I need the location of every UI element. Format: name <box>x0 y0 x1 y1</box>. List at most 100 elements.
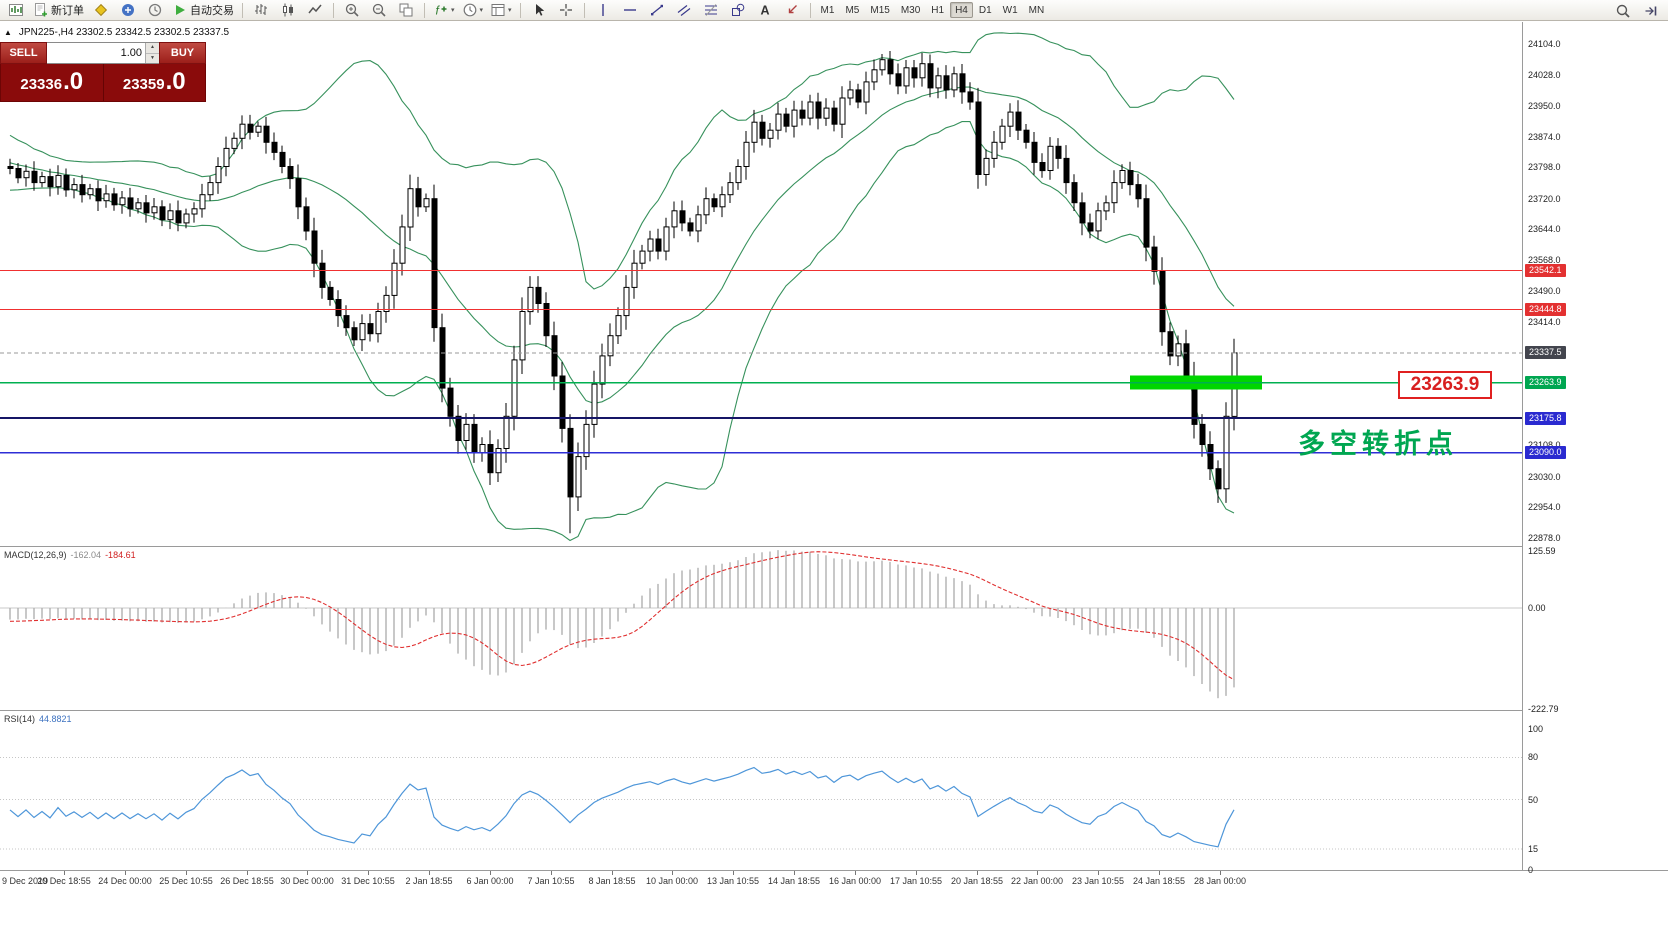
bollinger-upper-band <box>9 32 1235 290</box>
time-axis-label: 23 Jan 10:55 <box>1071 876 1125 886</box>
terminal-icon[interactable] <box>115 0 141 20</box>
timeframe-h1-button[interactable]: H1 <box>926 2 949 18</box>
line-chart-icon[interactable] <box>302 0 328 20</box>
timeframe-mn-button[interactable]: MN <box>1024 2 1050 18</box>
zoom-out-icon[interactable] <box>366 0 392 20</box>
timeframe-h4-button[interactable]: H4 <box>950 2 973 18</box>
crosshair-icon[interactable] <box>553 0 579 20</box>
templates-button[interactable]: ▾ <box>487 0 515 20</box>
macd-axis-label: -222.79 <box>1528 704 1559 714</box>
candle <box>471 423 478 454</box>
candle <box>1151 246 1158 272</box>
zoom-in-icon[interactable] <box>339 0 365 20</box>
bollinger-lower-band <box>9 121 1235 542</box>
scroll-to-end-icon[interactable] <box>1638 1 1664 21</box>
panel-separator[interactable] <box>0 710 1668 711</box>
time-tick <box>307 871 308 875</box>
candle <box>535 286 542 304</box>
candle <box>255 125 262 133</box>
shapes-icon[interactable] <box>725 0 751 20</box>
text-icon[interactable]: A <box>752 0 778 20</box>
metaeditor-icon[interactable] <box>88 0 114 20</box>
volume-decrease-button[interactable]: ▼ <box>146 52 159 63</box>
timeframe-m15-button[interactable]: M15 <box>865 2 894 18</box>
candle <box>1143 198 1150 248</box>
candlestick-chart-icon[interactable] <box>275 0 301 20</box>
rsi-indicator-canvas[interactable] <box>0 711 1522 870</box>
candle <box>1159 270 1166 333</box>
macd-signal-value: -184.61 <box>105 550 136 560</box>
timeframe-d1-button[interactable]: D1 <box>974 2 997 18</box>
toolbar-separator <box>519 2 521 18</box>
candle <box>591 383 598 425</box>
candle <box>767 129 774 139</box>
candle <box>503 415 510 449</box>
panel-separator <box>0 870 1668 871</box>
new-order-button[interactable]: 新订单 <box>30 0 87 20</box>
cursor-icon[interactable] <box>526 0 552 20</box>
periods-button[interactable]: ▾ <box>459 0 487 20</box>
buy-button[interactable]: BUY <box>159 42 206 64</box>
fibonacci-icon[interactable] <box>698 0 724 20</box>
time-tick <box>429 871 430 875</box>
symbol-ohlc-text: JPN225-,H4 23302.5 23342.5 23302.5 23337… <box>18 27 230 38</box>
volume-increase-button[interactable]: ▲ <box>146 43 159 53</box>
candle <box>575 456 582 498</box>
buy-price-fraction: .0 <box>165 68 186 95</box>
price-axis-label: 23568.0 <box>1528 255 1561 265</box>
panel-separator[interactable] <box>0 546 1668 547</box>
new-chart-icon[interactable] <box>3 0 29 20</box>
timeframe-m1-button[interactable]: M1 <box>816 2 840 18</box>
arrow-label-icon[interactable] <box>779 0 805 20</box>
candle <box>7 166 14 169</box>
tile-windows-icon[interactable] <box>393 0 419 20</box>
channel-icon[interactable] <box>671 0 697 20</box>
bar-chart-icon[interactable] <box>248 0 274 20</box>
timeframe-w1-button[interactable]: W1 <box>998 2 1023 18</box>
price-scale[interactable]: 24104.0 24028.0 23950.0 23874.0 23798.0 23720… <box>1522 22 1668 875</box>
buy-price-display[interactable]: 23359.0 <box>104 64 206 101</box>
candle <box>703 198 710 216</box>
sell-button[interactable]: SELL <box>0 42 47 64</box>
candle <box>615 315 622 337</box>
candle <box>519 311 526 361</box>
one-click-trading-panel: SELL ▲ ▼ BUY 23336.0 23359.0 <box>0 42 206 102</box>
rsi-axis-label: 100 <box>1528 724 1544 734</box>
candle <box>383 294 390 312</box>
search-icon[interactable] <box>1610 1 1636 21</box>
indicators-button[interactable]: f ▾ <box>430 0 458 20</box>
price-line-badge: 23175.8 <box>1525 412 1566 425</box>
autotrading-button[interactable]: 自动交易 <box>169 0 237 20</box>
candle <box>415 188 422 208</box>
one-click-collapse-icon[interactable]: ▲ <box>4 28 12 37</box>
horizontal-line-icon[interactable] <box>617 0 643 20</box>
candle <box>687 222 694 232</box>
price-chart-canvas[interactable] <box>0 22 1522 546</box>
candle <box>159 206 166 221</box>
toolbar-separator <box>809 2 811 18</box>
candle <box>919 63 926 79</box>
macd-indicator-canvas[interactable] <box>0 547 1522 710</box>
strategy-tester-icon[interactable] <box>142 0 168 20</box>
price-level-callout[interactable]: 23263.9 <box>1398 371 1492 399</box>
time-scale[interactable]: 9 Dec 2019 20 Dec 18:55 24 Dec 00:00 25 Dec… <box>0 871 1522 891</box>
volume-input[interactable] <box>47 43 145 63</box>
candle <box>711 198 718 208</box>
candle <box>1087 222 1094 232</box>
timeframe-m5-button[interactable]: M5 <box>840 2 864 18</box>
macd-axis-label: 0.00 <box>1528 603 1546 613</box>
macd-main-value: -162.04 <box>70 550 102 560</box>
vertical-line-icon[interactable] <box>590 0 616 20</box>
candle <box>239 123 246 139</box>
timeframe-m30-button[interactable]: M30 <box>896 2 925 18</box>
trendline-icon[interactable] <box>644 0 670 20</box>
candle <box>975 101 982 175</box>
candle <box>695 214 702 232</box>
sell-price-display[interactable]: 23336.0 <box>1 64 104 101</box>
candle <box>903 67 910 87</box>
candle <box>39 176 46 184</box>
candle <box>735 166 742 184</box>
time-axis-label: 20 Jan 18:55 <box>950 876 1004 886</box>
turning-point-annotation[interactable]: 多空转折点 <box>1298 429 1458 459</box>
trade-panel-prices: 23336.0 23359.0 <box>0 64 206 102</box>
